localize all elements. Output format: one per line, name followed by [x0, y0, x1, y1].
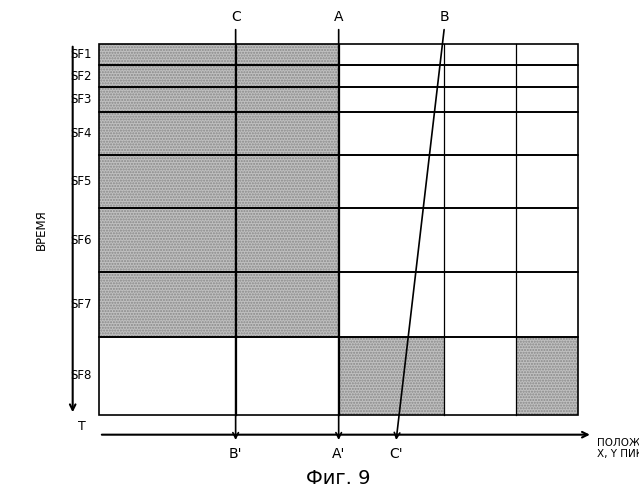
- Text: T: T: [79, 420, 86, 434]
- Bar: [339, 44, 578, 66]
- Text: SF3: SF3: [70, 92, 92, 106]
- Bar: [99, 86, 339, 112]
- Bar: [99, 112, 339, 154]
- Bar: [99, 44, 339, 66]
- Text: B': B': [229, 447, 242, 461]
- Bar: [339, 112, 578, 154]
- Bar: [99, 86, 339, 112]
- Bar: [99, 154, 578, 208]
- Bar: [99, 336, 578, 415]
- Bar: [99, 208, 578, 272]
- Bar: [99, 66, 339, 86]
- Text: B: B: [439, 10, 449, 24]
- Text: ВРЕМЯ: ВРЕМЯ: [35, 209, 48, 250]
- Bar: [99, 66, 339, 86]
- Bar: [99, 112, 339, 154]
- Bar: [339, 66, 578, 86]
- Bar: [516, 336, 578, 415]
- Bar: [99, 112, 578, 154]
- Bar: [339, 336, 444, 415]
- Bar: [99, 272, 339, 336]
- Text: SF2: SF2: [70, 70, 92, 82]
- Bar: [99, 272, 578, 336]
- Bar: [99, 44, 578, 66]
- Bar: [339, 86, 578, 112]
- Bar: [99, 154, 339, 208]
- Bar: [99, 336, 339, 415]
- Bar: [99, 86, 578, 112]
- Bar: [339, 208, 578, 272]
- Bar: [99, 66, 578, 86]
- Text: SF1: SF1: [70, 48, 92, 61]
- Bar: [99, 44, 339, 66]
- Bar: [99, 272, 339, 336]
- Text: C: C: [231, 10, 240, 24]
- Bar: [99, 154, 339, 208]
- Bar: [444, 336, 516, 415]
- Text: SF4: SF4: [70, 126, 92, 140]
- Text: C': C': [389, 447, 403, 461]
- Text: SF6: SF6: [70, 234, 92, 246]
- Bar: [99, 208, 339, 272]
- Text: A': A': [332, 447, 345, 461]
- Bar: [99, 208, 339, 272]
- Bar: [339, 154, 578, 208]
- Bar: [516, 336, 578, 415]
- Text: SF8: SF8: [70, 370, 92, 382]
- Text: SF7: SF7: [70, 298, 92, 311]
- Text: SF5: SF5: [70, 175, 92, 188]
- Bar: [339, 272, 578, 336]
- Text: ПОЛОЖЕНИЕ
X, Y ПИКСЕЛЯ: ПОЛОЖЕНИЕ X, Y ПИКСЕЛЯ: [597, 438, 639, 459]
- Text: Фиг. 9: Фиг. 9: [307, 468, 371, 487]
- Bar: [339, 336, 444, 415]
- Text: A: A: [334, 10, 343, 24]
